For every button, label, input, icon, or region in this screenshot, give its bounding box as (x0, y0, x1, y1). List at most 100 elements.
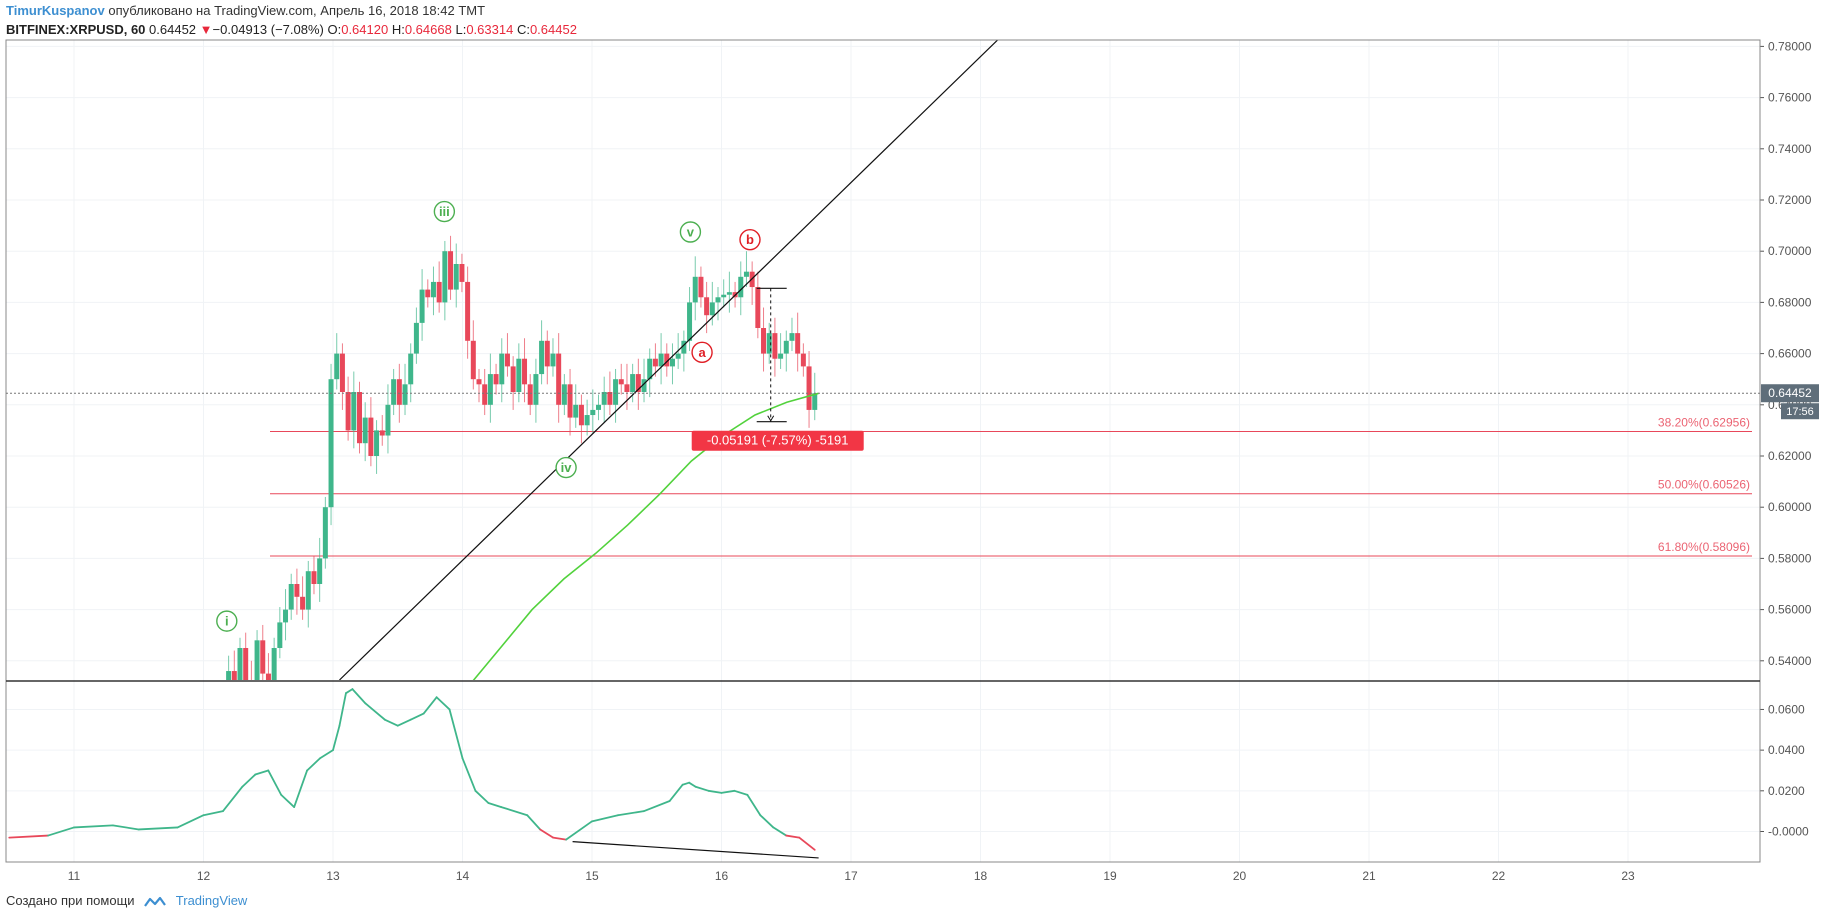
candle-body (738, 276, 744, 298)
candle-body (522, 358, 528, 385)
oscillator-segment (396, 718, 412, 727)
created-with-text: Создано при помощи (6, 893, 135, 908)
candle-body (311, 571, 317, 584)
axes: 11 12 13 14 15 16 17 18 19 20 21 22 23 0.54000 0.56000… (5, 39, 1812, 883)
candle-body (396, 379, 402, 405)
main-pane[interactable]: 38.20%(0.62956) 50.00%(0.60526) 61.80%(0.5… (216, 0, 1752, 763)
oscillator-segment (338, 692, 347, 727)
oscillator-segment (383, 718, 399, 727)
wave-label-i: i (225, 614, 229, 629)
x-tick-label: 18 (974, 869, 988, 883)
candle-body (368, 417, 374, 456)
oscillator-segment (681, 781, 691, 786)
fib-level-label: 61.80%(0.58096) (1658, 540, 1750, 554)
grid-lines (6, 40, 1760, 862)
candle-body (806, 366, 812, 410)
candle-body (561, 384, 567, 405)
candle-body (755, 287, 761, 328)
oscillator-segment (707, 789, 723, 794)
candle-body (288, 584, 294, 610)
tradingview-link[interactable]: TradingView (175, 893, 248, 908)
candle-body (470, 340, 476, 380)
wave-label-iii: iii (439, 204, 450, 219)
candle-body (726, 292, 732, 295)
candle-body (362, 417, 368, 444)
candle-body (789, 333, 795, 341)
y-tick-label: 0.74000 (1768, 142, 1812, 156)
oscillator-segment (565, 820, 593, 841)
oscillator-segment (487, 802, 503, 808)
change-value: −0.04913 (−7.08%) (212, 22, 324, 37)
x-tick-label: 19 (1103, 869, 1117, 883)
candle-body (772, 333, 778, 359)
symbol-header: BITFINEX:XRPUSD, 60 0.64452 ▼−0.04913 (−… (6, 22, 577, 37)
timer-tag-text: 17:56 (1786, 406, 1814, 418)
y-tick-label: 0.60000 (1768, 500, 1812, 514)
candle-body (430, 281, 436, 298)
publish-header: TimurKuspanov опубликовано на TradingVie… (6, 3, 485, 18)
wave-label-iv: iv (561, 460, 573, 475)
x-tick-label: 16 (715, 869, 729, 883)
oscillator-segment (461, 757, 477, 792)
candle-body (226, 671, 232, 680)
candle-body (442, 251, 448, 303)
oscillator-segment (668, 783, 684, 802)
candle-body (573, 404, 579, 418)
pane-border (5, 39, 1761, 863)
oscillator-segment (694, 785, 710, 792)
y-tick-label: 0.62000 (1768, 449, 1812, 463)
candle-body (578, 404, 584, 426)
candle-body (453, 264, 459, 290)
x-tick-label: 12 (197, 869, 211, 883)
oscillator-segment (241, 773, 257, 788)
tradingview-logo-icon[interactable] (144, 896, 167, 908)
candle-body (778, 353, 784, 359)
candle-body (425, 289, 431, 298)
candle-body (669, 358, 675, 367)
price-axis-label: 0.64452 17:56 (1761, 384, 1819, 420)
oscillator-segment (435, 696, 451, 711)
candle-body (283, 609, 289, 623)
osc-y-tick-label: 0.0200 (1768, 784, 1805, 798)
oscillator-segment (319, 749, 334, 760)
y-tick-label: 0.58000 (1768, 551, 1812, 565)
osc-y-tick-label: 0.0600 (1768, 702, 1805, 716)
candle-body (385, 404, 391, 436)
candle-body (544, 340, 550, 367)
oscillator-pane[interactable] (8, 688, 819, 859)
candle-body (402, 384, 408, 405)
low-label: L: (455, 22, 467, 37)
candle-body (687, 302, 693, 341)
oscillator-segment (688, 781, 697, 788)
candle-body (419, 289, 425, 323)
x-tick-label: 21 (1362, 869, 1376, 883)
candle-body (550, 353, 556, 367)
candle-body (652, 358, 658, 367)
candle-body (300, 596, 306, 610)
x-tick-label: 20 (1233, 869, 1247, 883)
oscillator-segment (642, 800, 671, 813)
x-tick-label: 13 (326, 869, 340, 883)
candle-body (379, 430, 385, 436)
candle-body (584, 415, 590, 426)
symbol-label: BITFINEX:XRPUSD, 60 (6, 22, 146, 37)
candle-body (243, 648, 249, 680)
price-tag (1761, 384, 1819, 403)
close-label: C: (516, 22, 530, 37)
author-link[interactable]: TimurKuspanov (6, 3, 105, 18)
wave-label-circle (691, 341, 713, 364)
timer-tag (1781, 403, 1819, 420)
candle-body (305, 571, 311, 610)
oscillator-segment (267, 769, 283, 796)
wave-label-circle (216, 610, 238, 632)
oscillator-segment (364, 702, 386, 721)
oscillator-segment (785, 834, 801, 839)
candle-body (317, 558, 323, 584)
candle-body (647, 358, 653, 380)
candle-body (493, 374, 499, 385)
oscillator-segment (176, 814, 205, 829)
candle-body (254, 640, 260, 680)
oscillator-segment (111, 824, 140, 831)
oscillator-segment (422, 696, 438, 715)
